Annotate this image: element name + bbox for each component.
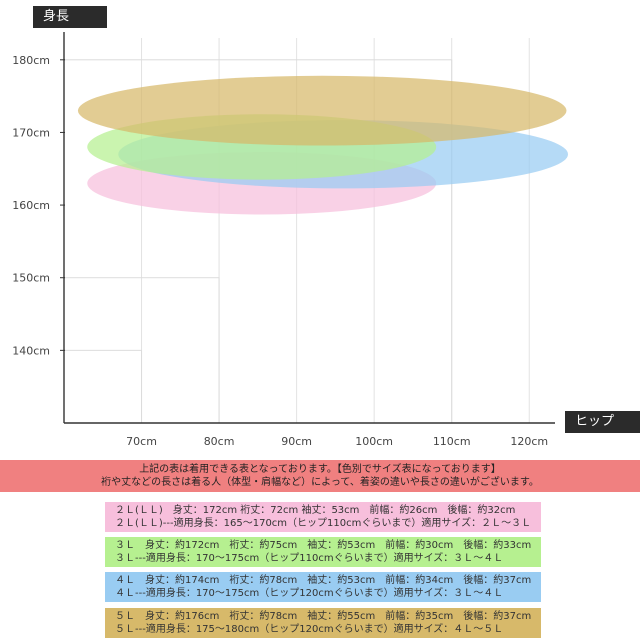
x-tick-label: 80cm <box>204 435 235 448</box>
size-info-4l: ４Ｌ 身丈：約174cm 裄丈：約78cm 袖丈：約53cm 前幅：約34cm … <box>105 572 541 602</box>
size-info-5l: ５Ｌ 身丈：約176cm 裄丈：約78cm 袖丈：約55cm 前幅：約35cm … <box>105 608 541 638</box>
info-line-1: ２Ｌ(ＬＬ) 身丈：172cm 裄丈：72cm 袖丈：53cm 前幅：約26cm… <box>115 505 516 516</box>
size-ellipse <box>77 75 567 146</box>
x-tick-label: 120cm <box>510 435 548 448</box>
reference-rect <box>63 349 143 424</box>
y-tick-label: 170cm <box>12 126 50 139</box>
y-tick-label: 180cm <box>12 54 50 67</box>
y-axis-tag: 身長 <box>33 6 107 28</box>
x-tick-label: 70cm <box>126 435 157 448</box>
size-info-2l: ２Ｌ(ＬＬ) 身丈：172cm 裄丈：72cm 袖丈：53cm 前幅：約26cm… <box>105 502 541 532</box>
info-line-2: ２Ｌ(ＬＬ)---適用身長：165～170cm（ヒップ110cmぐらいまで）適用… <box>115 518 532 529</box>
x-tick-label: 100cm <box>355 435 393 448</box>
y-tick-label: 160cm <box>12 199 50 212</box>
info-line-2: ５Ｌ---適用身長：175～180cm（ヒップ120cmぐらいまで）適用サイズ：… <box>115 624 504 635</box>
info-line-1: ５Ｌ 身丈：約176cm 裄丈：約78cm 袖丈：約55cm 前幅：約35cm … <box>115 611 532 622</box>
info-line-1: ３Ｌ 身丈：約172cm 裄丈：約75cm 袖丈：約53cm 前幅：約30cm … <box>115 540 532 551</box>
x-tick-label: 110cm <box>433 435 471 448</box>
notice-banner: 上記の表は着用できる表となっております。【色別でサイズ表になっております】 裄や… <box>0 460 640 492</box>
notice-line-1: 上記の表は着用できる表となっております。【色別でサイズ表になっております】 <box>139 464 501 475</box>
notice-line-2: 裄や丈などの長さは着る人（体型・肩幅など）によって、着姿の違いや長さの違いがござ… <box>101 477 539 488</box>
x-tick-label: 90cm <box>281 435 312 448</box>
info-line-2: ３Ｌ---適用身長：170～175cm（ヒップ110cmぐらいまで）適用サイズ：… <box>115 553 504 564</box>
y-tick-label: 150cm <box>12 272 50 285</box>
size-info-3l: ３Ｌ 身丈：約172cm 裄丈：約75cm 袖丈：約53cm 前幅：約30cm … <box>105 537 541 567</box>
info-line-2: ４Ｌ---適用身長：170～175cm（ヒップ120cmぐらいまで）適用サイズ：… <box>115 588 504 599</box>
y-tick-label: 140cm <box>12 344 50 357</box>
x-axis-tag: ヒップ <box>565 411 640 433</box>
info-line-1: ４Ｌ 身丈：約174cm 裄丈：約78cm 袖丈：約53cm 前幅：約34cm … <box>115 575 532 586</box>
size-chart: 140cm 150cm 160cm 170cm 180cm 70cm 80cm 90cm 100… <box>12 32 569 448</box>
